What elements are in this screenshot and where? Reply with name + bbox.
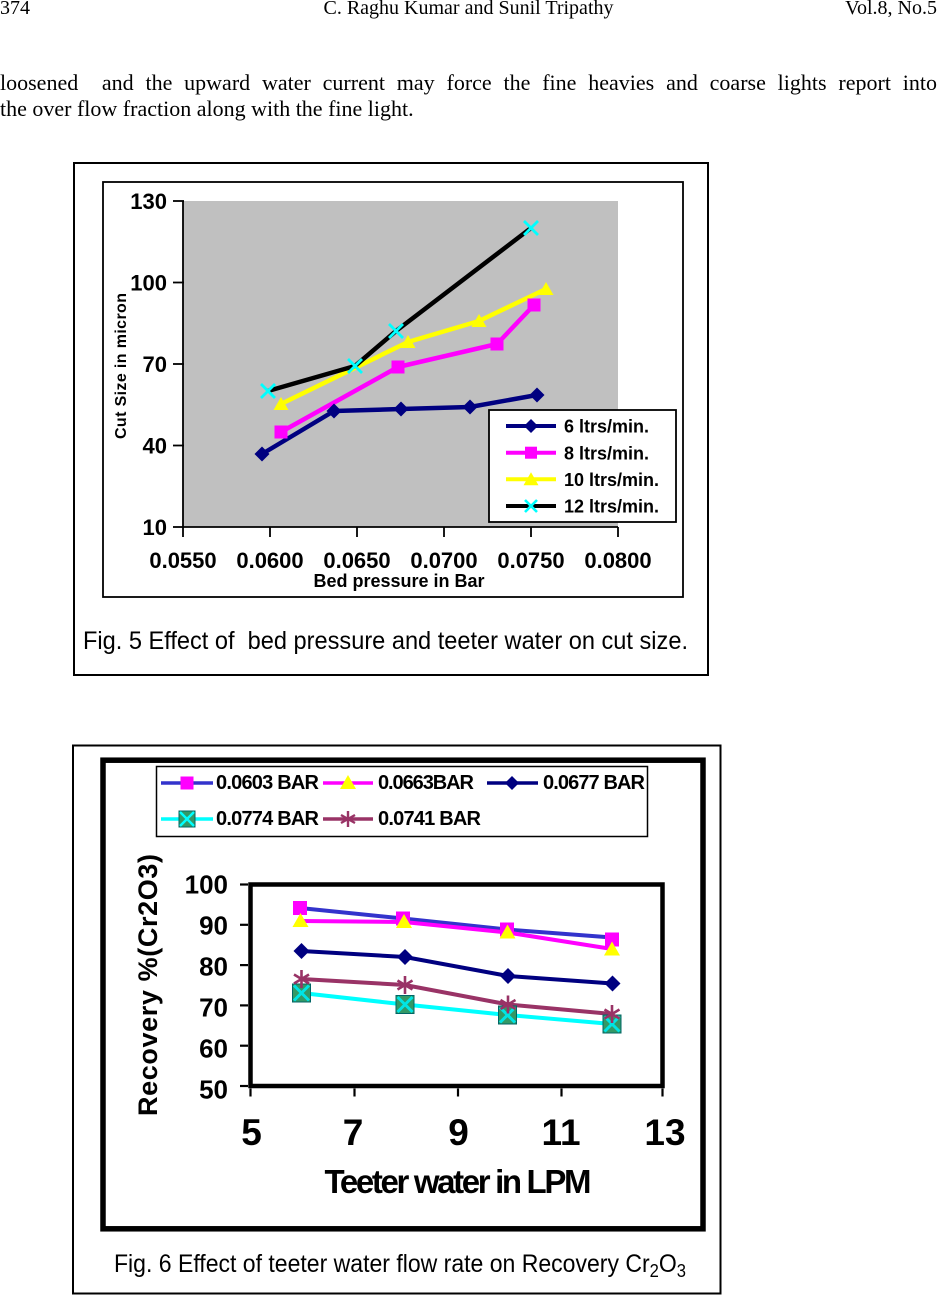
svg-text:100: 100 <box>185 870 228 900</box>
svg-text:0.0650: 0.0650 <box>323 548 390 573</box>
svg-text:5: 5 <box>241 1112 262 1153</box>
svg-text:80: 80 <box>199 952 228 982</box>
svg-text:130: 130 <box>130 189 167 214</box>
svg-text:Fig. 6 Effect of teeter water: Fig. 6 Effect of teeter water flow rate … <box>114 1250 686 1281</box>
svg-text:Fig. 5 Effect of bed pressure: Fig. 5 Effect of bed pressure and teeter… <box>83 627 688 655</box>
svg-text:12 ltrs/min.: 12 ltrs/min. <box>564 497 659 517</box>
svg-text:9: 9 <box>448 1112 469 1153</box>
svg-text:Recovery %(Cr2O3): Recovery %(Cr2O3) <box>133 854 163 1116</box>
svg-text:0.0774 BAR: 0.0774 BAR <box>216 808 320 830</box>
svg-text:0.0800: 0.0800 <box>584 548 651 573</box>
svg-text:70: 70 <box>199 993 228 1023</box>
svg-text:50: 50 <box>199 1075 228 1105</box>
svg-text:7: 7 <box>343 1112 364 1153</box>
svg-text:Teeter water in LPM: Teeter water in LPM <box>325 1163 592 1200</box>
svg-text:0.0663BAR: 0.0663BAR <box>378 772 475 794</box>
svg-text:0.0750: 0.0750 <box>497 548 564 573</box>
svg-text:0.0677 BAR: 0.0677 BAR <box>543 772 646 794</box>
svg-text:Bed pressure in Bar: Bed pressure in Bar <box>313 571 484 591</box>
svg-text:0.0700: 0.0700 <box>410 548 477 573</box>
svg-text:0.0741 BAR: 0.0741 BAR <box>378 808 482 830</box>
svg-text:10 ltrs/min.: 10 ltrs/min. <box>564 470 659 490</box>
svg-text:70: 70 <box>143 352 167 377</box>
svg-text:0.0603 BAR: 0.0603 BAR <box>216 772 320 794</box>
svg-text:60: 60 <box>199 1034 228 1064</box>
svg-text:10: 10 <box>143 515 167 540</box>
svg-text:0.0600: 0.0600 <box>236 548 303 573</box>
svg-text:Cut Size in micron: Cut Size in micron <box>113 293 130 439</box>
svg-text:11: 11 <box>541 1112 580 1153</box>
svg-text:13: 13 <box>644 1112 685 1153</box>
svg-text:0.0550: 0.0550 <box>149 548 216 573</box>
svg-text:100: 100 <box>130 271 167 296</box>
svg-text:90: 90 <box>199 911 228 941</box>
svg-text:6 ltrs/min.: 6 ltrs/min. <box>564 417 649 437</box>
svg-text:8 ltrs/min.: 8 ltrs/min. <box>564 443 649 463</box>
svg-text:40: 40 <box>143 434 167 459</box>
